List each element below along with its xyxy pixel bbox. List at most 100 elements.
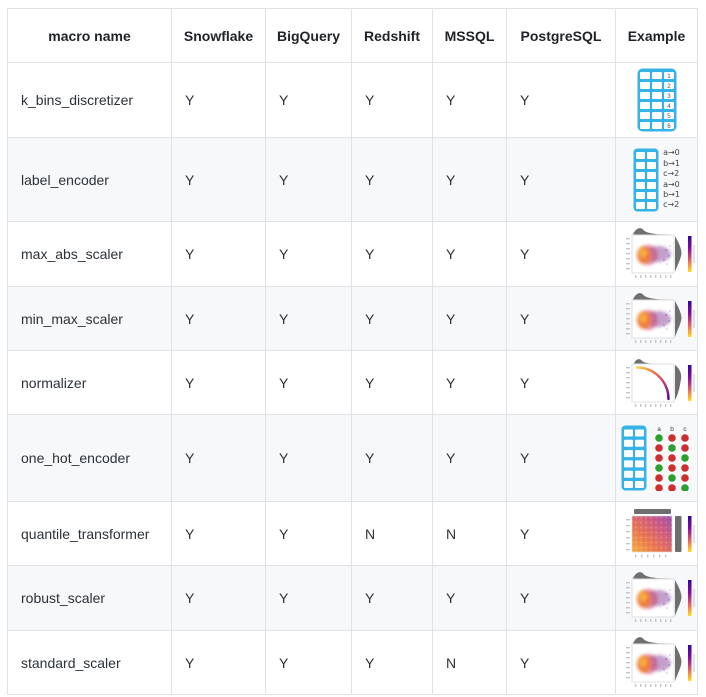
redshift-support-cell: Y — [351, 565, 433, 631]
scatter-density-plot-thumbnail — [626, 572, 695, 622]
header-row: macro name Snowflake BigQuery Redshift M… — [7, 8, 698, 63]
postgresql-support-cell: Y — [506, 286, 616, 351]
redshift-support-cell: Y — [351, 414, 433, 502]
snowflake-support-cell: Y — [171, 286, 266, 351]
table-row: robust_scaler Y Y Y Y Y — [7, 565, 698, 631]
table-row: one_hot_encoder Y Y Y Y Y — [7, 414, 698, 502]
mssql-support-cell: N — [432, 501, 507, 566]
onehot-col-label: c — [683, 426, 687, 433]
bin-label: 5 — [667, 113, 671, 120]
macro-name-cell: quantile_transformer — [7, 501, 172, 566]
postgresql-support-cell: Y — [506, 221, 616, 287]
postgresql-support-cell: Y — [506, 414, 616, 502]
bigquery-support-cell: Y — [265, 62, 352, 138]
redshift-support-cell: Y — [351, 286, 433, 351]
col-header-bigquery: BigQuery — [265, 8, 352, 63]
macro-name-cell: k_bins_discretizer — [7, 62, 172, 138]
redshift-support-cell: N — [351, 501, 433, 566]
col-header-macro-name: macro name — [7, 8, 172, 63]
mssql-support-cell: Y — [432, 286, 507, 351]
arc-curve-plot-thumbnail — [626, 358, 695, 407]
bin-label: 2 — [667, 83, 671, 90]
bigquery-support-cell: Y — [265, 286, 352, 351]
col-header-redshift: Redshift — [351, 8, 433, 63]
snowflake-support-cell: Y — [171, 414, 266, 502]
snowflake-support-cell: Y — [171, 137, 266, 222]
col-header-snowflake: Snowflake — [171, 8, 266, 63]
mapping-line: c→2 — [663, 169, 680, 179]
scatter-density-plot-thumbnail — [626, 636, 695, 687]
postgresql-support-cell: Y — [506, 565, 616, 631]
postgresql-support-cell: Y — [506, 630, 616, 695]
mssql-support-cell: Y — [432, 137, 507, 222]
scatter-density-plot-thumbnail — [626, 292, 695, 343]
bigquery-support-cell: Y — [265, 565, 352, 631]
table-row: standard_scaler Y Y Y N Y — [7, 630, 698, 695]
macro-name-cell: one_hot_encoder — [7, 414, 172, 502]
bigquery-support-cell: Y — [265, 221, 352, 287]
redshift-support-cell: Y — [351, 62, 433, 138]
redshift-support-cell: Y — [351, 137, 433, 222]
snowflake-support-cell: Y — [171, 62, 266, 138]
redshift-support-cell: Y — [351, 350, 433, 415]
bigquery-support-cell: Y — [265, 630, 352, 695]
uniform-density-plot-thumbnail — [626, 508, 695, 557]
macro-name-cell: label_encoder — [7, 137, 172, 222]
bigquery-support-cell: Y — [265, 501, 352, 566]
one-hot-dots-icon: a b c — [654, 426, 689, 491]
mssql-support-cell: Y — [432, 565, 507, 631]
redshift-support-cell: Y — [351, 221, 433, 287]
mapping-line: b→1 — [663, 189, 680, 199]
scatter-density-plot-thumbnail — [626, 228, 695, 278]
mapping-line: a→0 — [663, 179, 680, 189]
postgresql-support-cell: Y — [506, 137, 616, 222]
snowflake-support-cell: Y — [171, 501, 266, 566]
bin-label: 6 — [667, 123, 671, 130]
label-mapping-text: a→0 b→1 c→2 a→0 b→1 c→2 — [663, 148, 680, 210]
mapping-line: b→1 — [663, 158, 680, 168]
source-table-icon — [621, 425, 646, 491]
table-row: quantile_transformer Y Y N N Y — [7, 501, 698, 566]
mapping-line: a→0 — [663, 148, 680, 158]
label-mapping-table-icon — [633, 148, 659, 211]
example-cell: a b c — [615, 414, 698, 502]
example-cell — [615, 221, 698, 287]
macro-name-cell: min_max_scaler — [7, 286, 172, 351]
postgresql-support-cell: Y — [506, 501, 616, 566]
example-cell: 1 2 3 4 5 6 — [615, 62, 698, 138]
bigquery-support-cell: Y — [265, 350, 352, 415]
snowflake-support-cell: Y — [171, 630, 266, 695]
macro-name-cell: normalizer — [7, 350, 172, 415]
col-header-mssql: MSSQL — [432, 8, 507, 63]
bin-label: 3 — [667, 93, 671, 100]
snowflake-support-cell: Y — [171, 221, 266, 287]
macro-support-table: macro name Snowflake BigQuery Redshift M… — [7, 8, 698, 695]
mssql-support-cell: Y — [432, 62, 507, 138]
onehot-col-label: a — [657, 426, 661, 433]
col-header-postgresql: PostgreSQL — [506, 8, 616, 63]
redshift-support-cell: Y — [351, 630, 433, 695]
bigquery-support-cell: Y — [265, 414, 352, 502]
macro-name-cell: max_abs_scaler — [7, 221, 172, 287]
mapping-line: c→2 — [663, 200, 680, 210]
macro-name-cell: standard_scaler — [7, 630, 172, 695]
mssql-support-cell: N — [432, 630, 507, 695]
example-cell — [615, 501, 698, 566]
binned-table-icon: 1 2 3 4 5 6 — [637, 68, 676, 132]
bin-label: 4 — [667, 103, 671, 110]
postgresql-support-cell: Y — [506, 350, 616, 415]
mssql-support-cell: Y — [432, 221, 507, 287]
onehot-col-label: b — [670, 426, 674, 433]
example-cell — [615, 350, 698, 415]
example-cell — [615, 630, 698, 695]
col-header-example: Example — [615, 8, 698, 63]
table-row: k_bins_discretizer Y Y Y Y Y — [7, 62, 698, 138]
macro-name-cell: robust_scaler — [7, 565, 172, 631]
example-cell — [615, 565, 698, 631]
snowflake-support-cell: Y — [171, 565, 266, 631]
table-row: normalizer Y Y Y Y Y — [7, 350, 698, 415]
example-cell — [615, 286, 698, 351]
bin-label: 1 — [667, 73, 671, 80]
table-row: min_max_scaler Y Y Y Y Y — [7, 286, 698, 351]
table-row: max_abs_scaler Y Y Y Y Y — [7, 221, 698, 287]
